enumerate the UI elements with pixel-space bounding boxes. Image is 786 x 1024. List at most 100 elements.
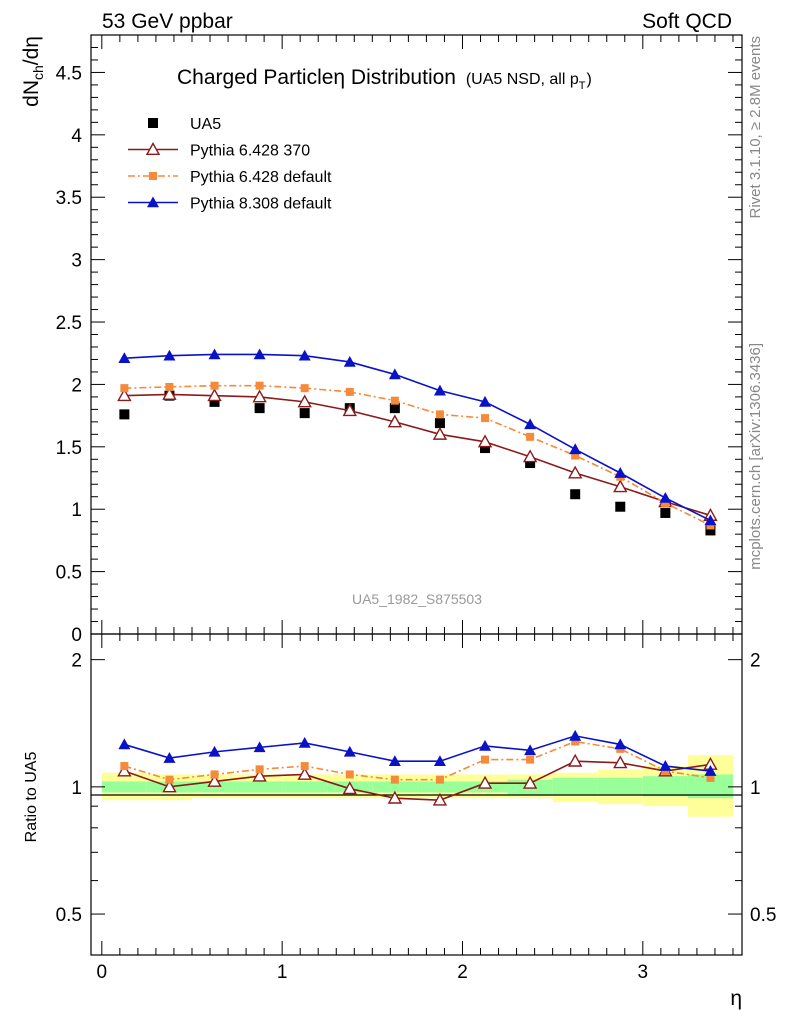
ratio-point (613, 755, 628, 769)
data-point (163, 349, 176, 361)
ratio-point (435, 775, 444, 784)
main-series-group (117, 348, 718, 536)
ratio-series-line-0 (124, 760, 711, 801)
ratio-point (433, 755, 446, 767)
data-point (252, 389, 267, 403)
data-point (615, 501, 626, 512)
ratio-point (117, 763, 132, 777)
data-point (570, 489, 581, 500)
main-y-tick-label: 2.5 (56, 313, 82, 334)
ratio-point (253, 741, 266, 753)
inner-band-bin (191, 781, 238, 793)
main-y-tick-label: 4.5 (56, 63, 82, 84)
main-subtitle-text: (UA5 NSD, all p (466, 71, 579, 88)
legend: UA5 Pythia 6.428 370 Pythia 6.428 default P… (128, 116, 332, 213)
main-subtitle-sub: T (579, 80, 586, 92)
ratio-point (162, 779, 177, 793)
legend-marker (147, 196, 159, 208)
data-point (298, 349, 311, 361)
ratio-y-tick-label: 1 (71, 778, 82, 799)
x-tick-label: 0 (97, 962, 108, 983)
data-point (477, 434, 493, 448)
data-point (524, 418, 537, 430)
main-title: Charged Particleη Distribution (UA5 NSD,… (177, 66, 592, 92)
ratio-plot-frame (90, 633, 743, 956)
inner-band-bin (417, 781, 463, 793)
data-point (387, 414, 403, 428)
data-point (568, 465, 583, 479)
ratio-y-tick-label-right: 1 (750, 778, 761, 799)
main-y-tick-label: 0 (71, 625, 82, 646)
header-left-label: 53 GeV ppbar (102, 10, 233, 33)
data-point (704, 514, 717, 526)
data-point (480, 443, 491, 454)
data-point (207, 388, 222, 402)
data-point (119, 409, 130, 420)
data-point (210, 381, 219, 390)
ratio-point (120, 762, 129, 771)
mcplots-reference-label: mcplots.cern.ch [arXiv:1306.3436] (747, 343, 764, 570)
ratio-point (569, 729, 582, 741)
ratio-y-tick-label-right: 2 (750, 651, 761, 672)
ratio-point (479, 739, 492, 751)
ratio-series-line-1 (124, 740, 711, 781)
ratio-y-tick-label: 2 (71, 651, 82, 672)
ratio-y-tick-label-right: 0.5 (750, 905, 776, 926)
ratio-point (252, 768, 267, 782)
data-point (479, 395, 492, 407)
main-y-tick-label: 1 (71, 500, 82, 521)
legend-label: Pythia 6.428 default (190, 169, 332, 186)
ratio-point (300, 762, 309, 771)
ratio-point (255, 765, 264, 774)
ratio-point (477, 775, 493, 789)
ratio-point (165, 775, 174, 784)
data-point (299, 408, 310, 419)
data-point (345, 387, 354, 396)
legend-marker (149, 172, 157, 180)
data-point (434, 418, 445, 429)
ratio-series-line-2 (124, 735, 711, 772)
series-line-2 (124, 384, 711, 527)
series-line-3 (124, 353, 711, 522)
series-line-1 (124, 393, 711, 517)
data-point (118, 352, 131, 364)
data-point (390, 396, 399, 405)
data-point (254, 403, 265, 414)
data-point (525, 458, 536, 469)
ratio-point (390, 775, 399, 784)
data-point (162, 386, 177, 400)
main-axis-ticks (91, 34, 742, 635)
main-title-text: Charged Particleη Distribution (177, 66, 456, 89)
data-point (432, 426, 448, 440)
data-point (343, 355, 356, 367)
legend-marker (148, 118, 158, 128)
data-point (706, 521, 715, 530)
main-y-tick-label: 0.5 (56, 563, 82, 584)
data-point (705, 525, 716, 536)
main-plot-frame (90, 34, 743, 635)
inner-band-bin (552, 777, 598, 795)
main-y-tick-label: 3 (71, 251, 82, 272)
ratio-point (210, 770, 219, 779)
data-point (117, 388, 132, 402)
ratio-point (704, 765, 717, 776)
data-point (526, 432, 535, 441)
ratio-point (208, 745, 221, 757)
data-point (209, 396, 220, 407)
main-y-tick-labels: 0 0.5 1 1.5 2 2.5 3 3.5 4 4.5 (56, 63, 83, 646)
header-right-label: Soft QCD (642, 10, 732, 33)
data-point (208, 348, 221, 360)
ratio-point (345, 770, 354, 779)
rivet-version-label: Rivet 3.1.10, ≥ 2.8M events (747, 36, 764, 219)
ratio-point (706, 773, 715, 782)
main-ylabel-end: /dη (20, 36, 43, 65)
data-point (300, 384, 309, 393)
inner-band-bin (237, 781, 283, 793)
legend-label: Pythia 8.308 default (190, 196, 332, 213)
main-y-tick-label: 1.5 (56, 438, 82, 459)
data-point (389, 403, 400, 414)
data-point (253, 348, 266, 360)
ratio-point (526, 755, 535, 764)
data-point (522, 449, 538, 463)
inner-band-bin (282, 781, 328, 793)
